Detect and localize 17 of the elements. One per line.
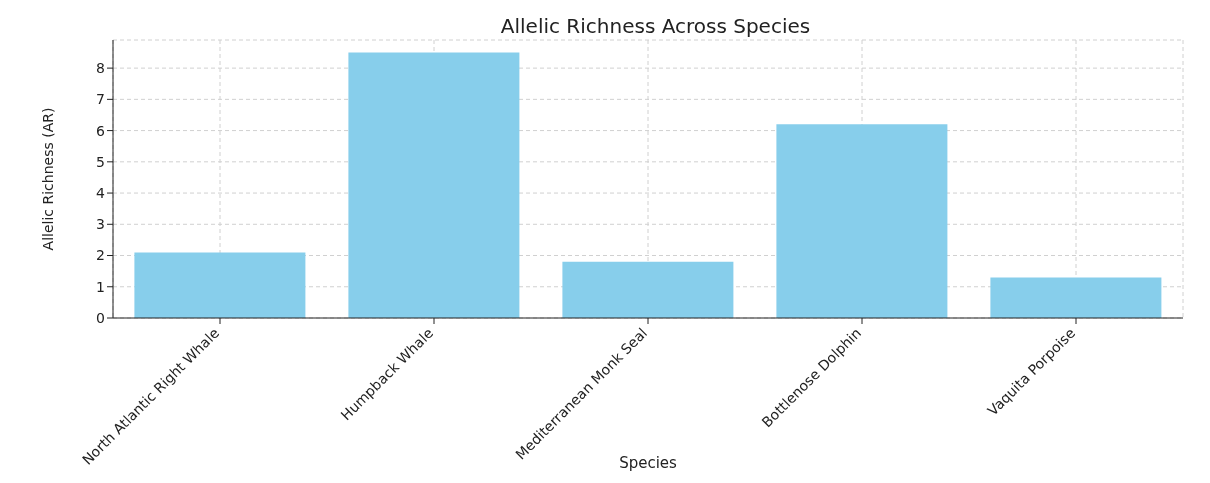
y-tick-label: 5 bbox=[96, 153, 105, 170]
y-tick-label: 1 bbox=[96, 278, 105, 295]
bar bbox=[562, 261, 734, 318]
bar bbox=[990, 277, 1162, 318]
y-tick-label: 6 bbox=[96, 122, 106, 139]
chart-title: Allelic Richness Across Species bbox=[499, 14, 812, 38]
y-tick-label: 0 bbox=[96, 309, 105, 326]
x-axis-title: Species bbox=[619, 454, 678, 472]
y-tick-label: 4 bbox=[96, 185, 106, 202]
bar bbox=[776, 124, 948, 318]
y-tick-label: 8 bbox=[96, 60, 105, 77]
bar bbox=[348, 52, 520, 318]
y-tick-label: 3 bbox=[96, 216, 105, 233]
y-tick-label: 2 bbox=[96, 247, 105, 264]
y-axis-title: Allelic Richness (AR) bbox=[39, 107, 56, 251]
bar bbox=[134, 252, 306, 318]
y-tick-label: 7 bbox=[96, 91, 105, 108]
